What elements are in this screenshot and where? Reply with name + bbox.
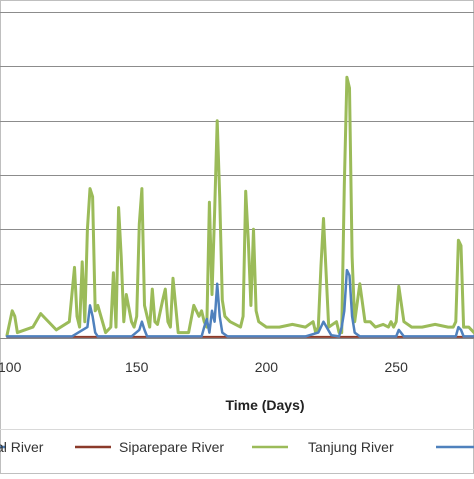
- x-axis-ticks: 100 150 200 250: [0, 359, 408, 375]
- x-tick-label-200: 200: [255, 359, 279, 375]
- legend: al River Siparepare River Tanjung River: [0, 439, 474, 455]
- grid: [0, 12, 474, 285]
- x-axis-title: Time (Days): [225, 397, 304, 413]
- legend-label-3: Tanjung River: [308, 439, 394, 455]
- series-line-series-3: [5, 268, 474, 338]
- x-tick-label-150: 150: [125, 359, 149, 375]
- x-tick-label-250: 250: [385, 359, 409, 375]
- plot-series: [5, 75, 474, 338]
- series-line-tanjung-river: [5, 75, 474, 337]
- legend-label-2: Siparepare River: [119, 439, 224, 455]
- legend-label-1: al River: [0, 439, 44, 455]
- x-tick-label-100: 100: [0, 359, 22, 375]
